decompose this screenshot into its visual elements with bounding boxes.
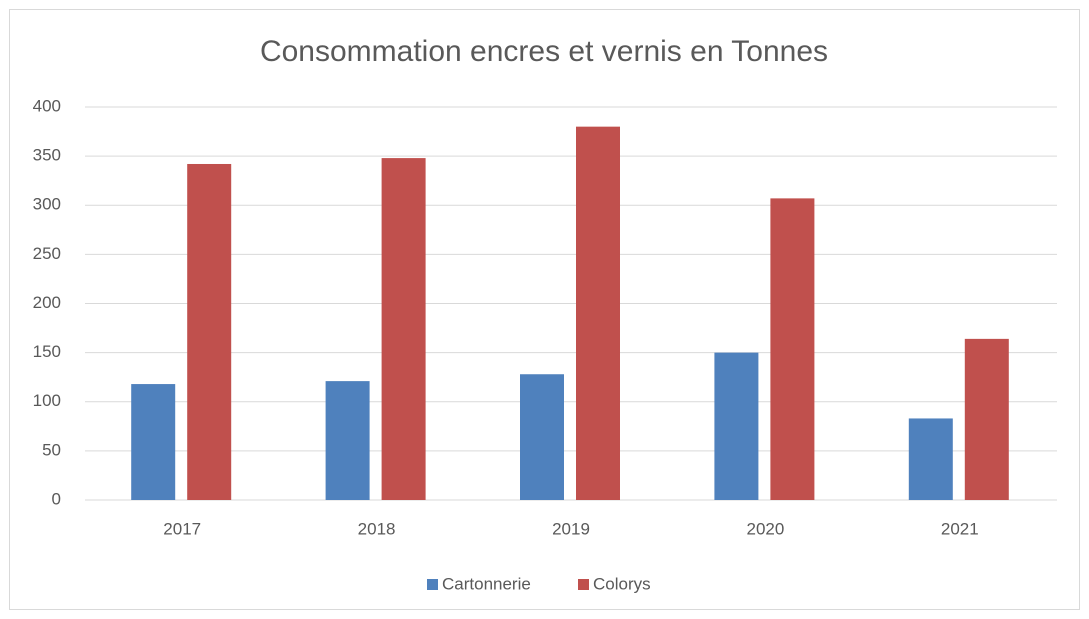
bar	[187, 163, 232, 501]
y-tick-label: 350	[33, 146, 61, 165]
bar	[325, 381, 370, 500]
y-tick-label: 50	[42, 440, 61, 459]
y-tick-label: 100	[33, 391, 61, 410]
x-tick-label: 2020	[746, 519, 784, 538]
x-tick-label: 2021	[941, 519, 979, 538]
chart-title: Consommation encres et vernis en Tonnes	[260, 35, 828, 68]
y-tick-label: 300	[33, 195, 61, 214]
bar	[520, 374, 564, 500]
bar	[964, 338, 1009, 500]
bar	[908, 418, 953, 500]
legend-swatch	[427, 579, 438, 590]
bar	[131, 384, 176, 500]
x-tick-label: 2019	[552, 519, 590, 538]
y-tick-label: 150	[33, 342, 61, 361]
legend-label: Cartonnerie	[442, 574, 531, 593]
bar	[714, 352, 759, 500]
legend-swatch	[578, 579, 589, 590]
bar	[576, 126, 620, 501]
y-tick-label: 0	[52, 489, 61, 508]
y-tick-label: 400	[33, 96, 61, 115]
legend-label: Colorys	[593, 574, 651, 593]
bar	[381, 158, 426, 500]
x-tick-label: 2017	[163, 519, 201, 538]
y-tick-label: 200	[33, 293, 61, 312]
y-tick-label: 250	[33, 244, 61, 263]
bar	[770, 198, 815, 500]
x-tick-label: 2018	[358, 519, 396, 538]
